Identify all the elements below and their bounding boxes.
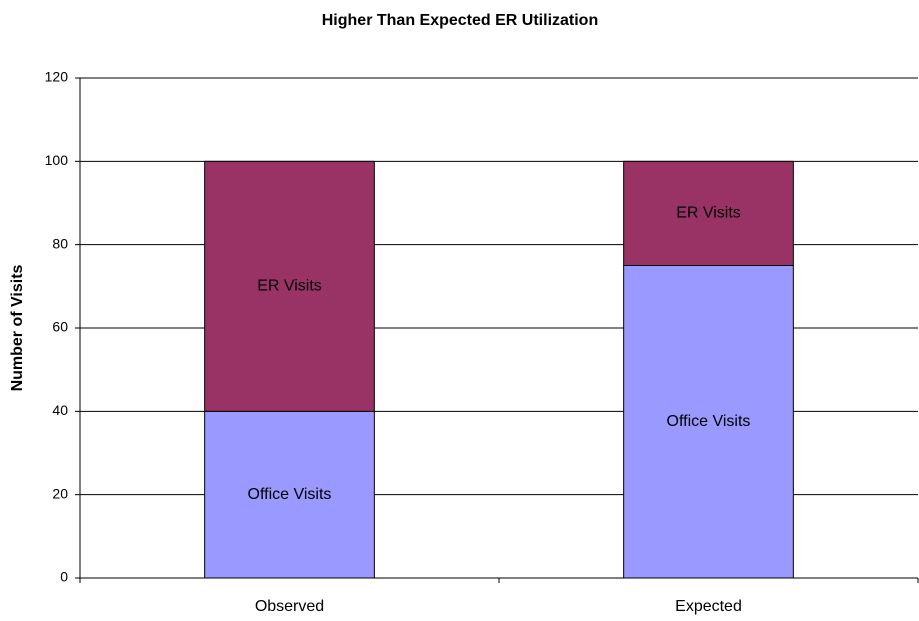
segment-label: Office Visits	[667, 413, 751, 430]
y-axis-label: Number of Visits	[9, 264, 26, 391]
segment-label: ER Visits	[676, 205, 741, 222]
y-tick-label: 60	[52, 319, 68, 335]
y-tick-label: 80	[52, 235, 68, 251]
y-tick-label: 40	[52, 402, 68, 418]
y-tick-label: 20	[52, 485, 68, 501]
chart-title: Higher Than Expected ER Utilization	[322, 12, 598, 29]
y-tick-label: 0	[60, 569, 68, 585]
y-tick-label: 100	[45, 152, 69, 168]
bar-segment	[204, 160, 375, 412]
x-tick-label: Expected	[675, 598, 742, 615]
y-tick-label: 120	[45, 69, 69, 85]
x-tick-label: Observed	[255, 598, 324, 615]
segment-label: ER Visits	[257, 278, 322, 295]
bar-segment	[623, 160, 794, 266]
segment-label: Office Visits	[248, 486, 332, 503]
